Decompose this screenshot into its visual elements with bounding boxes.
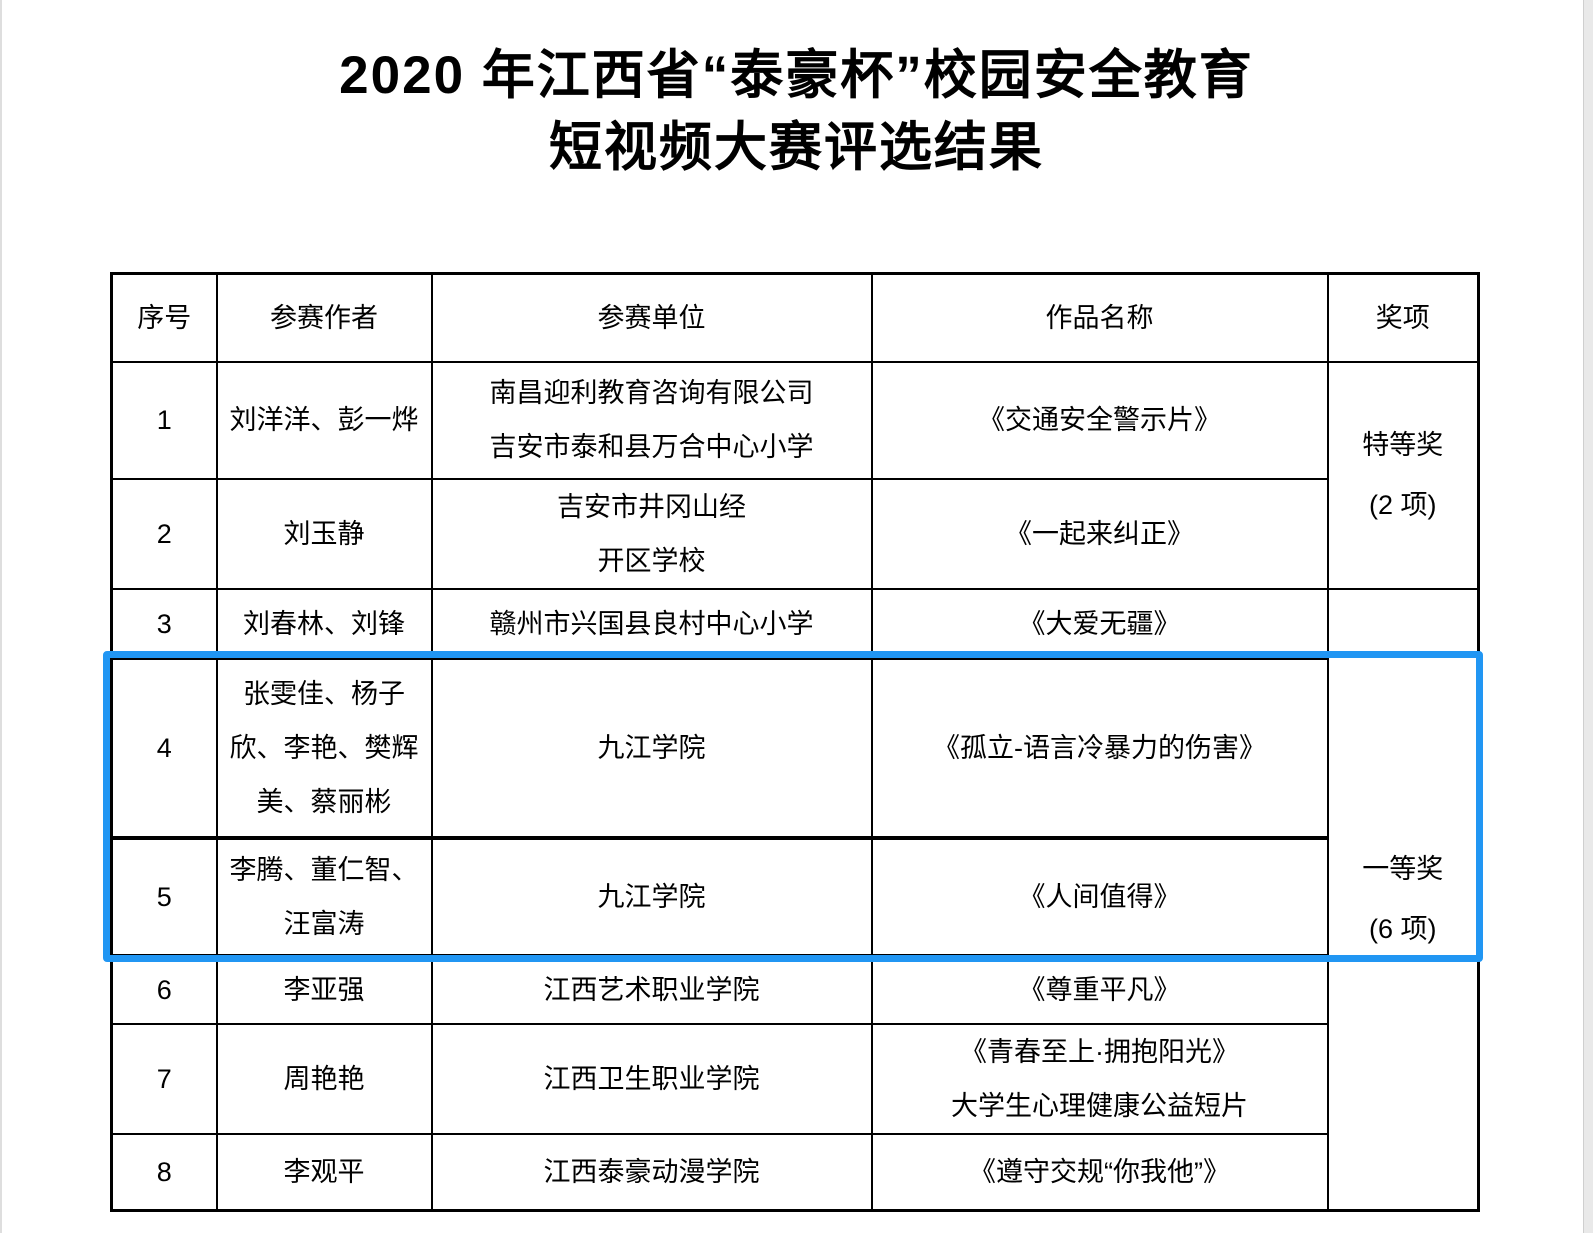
- col-header-work: 作品名称: [870, 272, 1329, 363]
- cell-author: 李观平: [215, 1132, 433, 1212]
- cell-work: 《青春至上·拥抱阳光》 大学生心理健康公益短片: [870, 1022, 1329, 1135]
- cell-unit: 九江学院: [430, 657, 873, 840]
- cell-author: 周艳艳: [215, 1022, 433, 1135]
- cell-unit: 九江学院: [430, 836, 873, 958]
- table-row: 1 刘洋洋、彭一烨 南昌迎利教育咨询有限公司 吉安市泰和县万合中心小学 《交通安…: [110, 360, 1480, 590]
- cell-serial: 6: [110, 954, 218, 1025]
- table-row: 8 李观平 江西泰豪动漫学院 《遵守交规“你我他”》: [110, 1132, 1479, 1212]
- title-line-2: 短视频大赛评选结果: [549, 118, 1044, 177]
- cell-work: 《一起来纠正》: [870, 477, 1329, 590]
- cell-work: 《大爱无疆》: [870, 587, 1329, 660]
- col-header-serial: 序号: [110, 272, 218, 363]
- award-count: (6 项): [1369, 914, 1437, 945]
- page-left-edge: [0, 0, 2, 1233]
- cell-serial: 8: [110, 1132, 218, 1212]
- col-header-author: 参赛作者: [215, 272, 433, 363]
- unit-line: 南昌迎利教育咨询有限公司: [489, 378, 814, 408]
- author-line: 汪富涛: [283, 908, 365, 939]
- cell-award-first-prize: 一等奖 (6 项): [1326, 587, 1480, 1212]
- unit-line: 开区学校: [597, 545, 706, 576]
- unit-line: 吉安市泰和县万合中心小学: [489, 432, 814, 462]
- author-line: 李腾、董仁智、: [229, 854, 419, 885]
- cell-author: 李腾、董仁智、 汪富涛: [215, 836, 433, 958]
- work-line: 大学生心理健康公益短片: [951, 1090, 1248, 1121]
- cell-author: 李亚强: [215, 954, 433, 1025]
- cell-unit: 江西艺术职业学院: [430, 954, 873, 1025]
- cell-work: 《孤立-语言冷暴力的伤害》: [870, 657, 1329, 840]
- cell-author: 刘洋洋、彭一烨: [215, 360, 433, 480]
- cell-serial: 7: [110, 1022, 218, 1135]
- award-count: (2 项): [1369, 490, 1437, 520]
- author-line: 欣、李艳、樊辉: [229, 732, 419, 763]
- cell-serial: 1: [110, 360, 218, 480]
- table-row: 2 刘玉静 吉安市井冈山经 开区学校 《一起来纠正》: [110, 477, 1479, 590]
- unit-line: 吉安市井冈山经: [557, 491, 746, 522]
- table-header-row: 序号 参赛作者 参赛单位 作品名称 奖项: [110, 272, 1480, 363]
- cell-work: 《尊重平凡》: [870, 954, 1329, 1025]
- work-line: 《青春至上·拥抱阳光》: [960, 1036, 1239, 1067]
- cell-unit: 赣州市兴国县良村中心小学: [430, 587, 873, 660]
- cell-serial: 4: [110, 657, 218, 840]
- cell-unit: 南昌迎利教育咨询有限公司 吉安市泰和县万合中心小学: [430, 360, 873, 480]
- cell-unit: 江西泰豪动漫学院: [430, 1132, 873, 1212]
- author-line: 张雯佳、杨子: [243, 678, 405, 709]
- table-row: 6 李亚强 江西艺术职业学院 《尊重平凡》: [110, 954, 1479, 1025]
- table-row-highlighted: 4 张雯佳、杨子 欣、李艳、樊辉 美、蔡丽彬 九江学院 《孤立-语言冷暴力的伤害…: [110, 657, 1479, 840]
- award-name: 一等奖: [1362, 854, 1444, 885]
- cell-work: 《人间值得》: [870, 836, 1329, 958]
- author-line: 美、蔡丽彬: [256, 786, 392, 817]
- document-title: 2020 年江西省“泰豪杯”校园安全教育 短视频大赛评选结果: [0, 40, 1593, 184]
- cell-author: 刘春林、刘锋: [215, 587, 433, 660]
- table-row-highlighted: 5 李腾、董仁智、 汪富涛 九江学院 《人间值得》: [110, 836, 1479, 958]
- award-name: 特等奖: [1362, 430, 1444, 460]
- cell-serial: 5: [110, 836, 218, 958]
- table-row: 3 刘春林、刘锋 赣州市兴国县良村中心小学 《大爱无疆》 一等奖 (6 项): [110, 587, 1480, 1212]
- cell-serial: 2: [110, 477, 218, 590]
- table-row: 7 周艳艳 江西卫生职业学院 《青春至上·拥抱阳光》 大学生心理健康公益短片: [110, 1022, 1479, 1135]
- cell-serial: 3: [110, 587, 218, 660]
- cell-work: 《遵守交规“你我他”》: [870, 1132, 1329, 1212]
- cell-unit: 吉安市井冈山经 开区学校: [430, 477, 873, 590]
- cell-award-special-prize: 特等奖 (2 项): [1326, 360, 1480, 590]
- col-header-award: 奖项: [1326, 272, 1480, 363]
- cell-work: 《交通安全警示片》: [870, 360, 1329, 480]
- results-table: 序号 参赛作者 参赛单位 作品名称 奖项 1 刘洋洋、彭一烨 南昌迎利教育咨询有…: [110, 272, 1480, 1212]
- cell-unit: 江西卫生职业学院: [430, 1022, 873, 1135]
- title-line-1: 2020 年江西省“泰豪杯”校园安全教育: [339, 46, 1254, 105]
- page-right-margin: [1583, 0, 1593, 1233]
- col-header-unit: 参赛单位: [430, 272, 873, 363]
- cell-author: 张雯佳、杨子 欣、李艳、樊辉 美、蔡丽彬: [215, 657, 433, 840]
- cell-author: 刘玉静: [215, 477, 433, 590]
